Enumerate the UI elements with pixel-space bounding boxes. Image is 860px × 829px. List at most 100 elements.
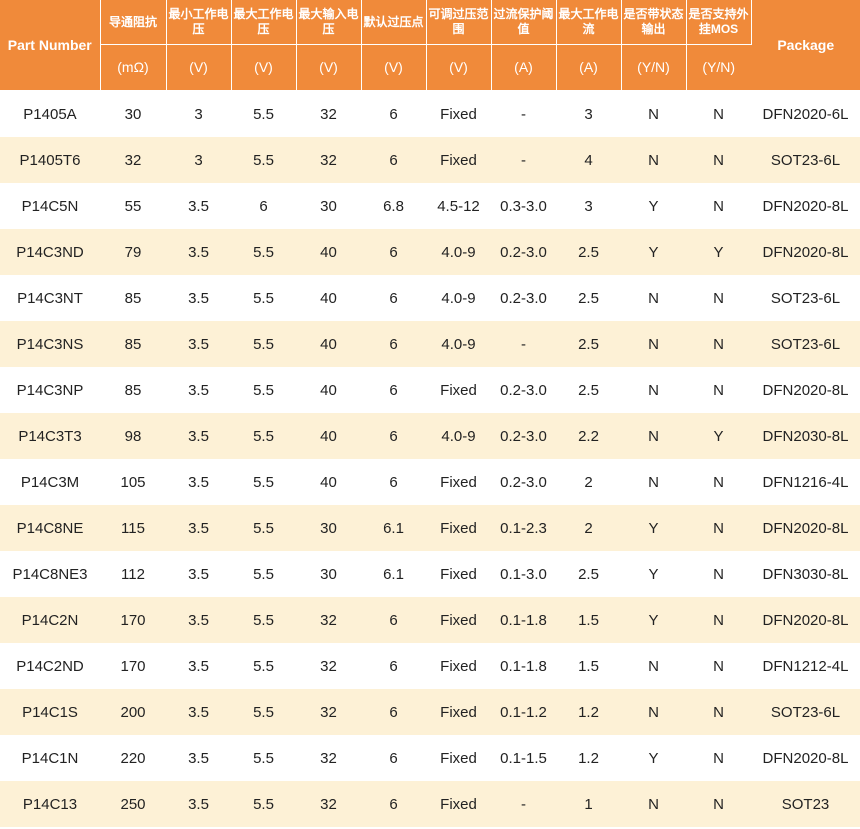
table-cell: 4.5-12 [426, 183, 491, 229]
table-row: P14C8NE3 112 3.5 5.5 30 6.1 Fixed 0.1-3.0 2.5 Y N D… [0, 551, 860, 597]
table-cell: 0.1-3.0 [491, 551, 556, 597]
part-number-cell: P14C3T3 [0, 413, 100, 459]
table-cell: 32 [296, 689, 361, 735]
table-cell: 6.1 [361, 505, 426, 551]
table-cell: N [686, 735, 751, 781]
table-cell: N [686, 321, 751, 367]
table-cell: N [686, 597, 751, 643]
package-cell: DFN1212-4L [751, 643, 860, 689]
table-cell: Fixed [426, 551, 491, 597]
table-cell: N [621, 275, 686, 321]
table-cell: 2 [556, 505, 621, 551]
table-row: P14C3M 105 3.5 5.5 40 6 Fixed 0.2-3.0 2 N N DFN1216… [0, 459, 860, 505]
table-cell: 2.5 [556, 321, 621, 367]
table-cell: 6 [361, 90, 426, 137]
table-cell: 6 [361, 459, 426, 505]
table-cell: 105 [100, 459, 166, 505]
table-cell: 5.5 [231, 643, 296, 689]
table-cell: 1 [556, 781, 621, 827]
table-cell: 200 [100, 689, 166, 735]
part-number-cell: P14C8NE [0, 505, 100, 551]
part-number-cell: P14C2ND [0, 643, 100, 689]
table-cell: 6 [361, 597, 426, 643]
table-cell: 2.5 [556, 229, 621, 275]
table-cell: 6 [361, 413, 426, 459]
header-unit-on-resistance: (mΩ) [100, 44, 167, 91]
table-cell: N [621, 90, 686, 137]
table-cell: 30 [296, 183, 361, 229]
header-on-resistance: 导通阻抗 [100, 0, 167, 45]
table-cell: 250 [100, 781, 166, 827]
table-cell: 0.1-1.8 [491, 597, 556, 643]
table-cell: 6 [361, 137, 426, 183]
table-cell: 4.0-9 [426, 321, 491, 367]
table-row: P14C8NE 115 3.5 5.5 30 6.1 Fixed 0.1-2.3 2 Y N DFN2… [0, 505, 860, 551]
table-cell: N [686, 505, 751, 551]
table-cell: N [621, 643, 686, 689]
table-cell: 2 [556, 459, 621, 505]
table-cell: 3.5 [166, 551, 231, 597]
header-default-ovp: 默认过压点 [361, 0, 427, 45]
table-cell: 98 [100, 413, 166, 459]
table-cell: 5.5 [231, 413, 296, 459]
part-number-cell: P1405T6 [0, 137, 100, 183]
package-cell: DFN1216-4L [751, 459, 860, 505]
table-cell: 5.5 [231, 735, 296, 781]
header-max-operating-voltage: 最大工作电压 [231, 0, 297, 45]
table-row: P1405T6 32 3 5.5 32 6 Fixed -4 N N SOT23-6L [0, 137, 860, 183]
table-cell: 32 [296, 735, 361, 781]
table-cell: Y [686, 413, 751, 459]
header-unit-min-operating-voltage: (V) [166, 44, 232, 91]
part-number-cell: P14C1S [0, 689, 100, 735]
part-number-cell: P14C3NS [0, 321, 100, 367]
header-external-mos: 是否支持外挂MOS [686, 0, 752, 45]
table-cell: 6 [361, 689, 426, 735]
table-cell: N [621, 689, 686, 735]
table-cell: 6 [361, 275, 426, 321]
table-cell: 3.5 [166, 321, 231, 367]
table-cell: 85 [100, 367, 166, 413]
part-number-cell: P1405A [0, 90, 100, 137]
header-min-operating-voltage: 最小工作电压 [166, 0, 232, 45]
table-cell: 5.5 [231, 137, 296, 183]
table-cell: Fixed [426, 643, 491, 689]
header-unit-status-output: (Y/N) [621, 44, 687, 91]
part-number-cell: P14C2N [0, 597, 100, 643]
table-cell: N [686, 367, 751, 413]
header-unit-ocp-threshold: (A) [491, 44, 557, 91]
table-cell: 3.5 [166, 183, 231, 229]
part-number-cell: P14C1N [0, 735, 100, 781]
table-cell: 3.5 [166, 459, 231, 505]
part-number-cell: P14C3NT [0, 275, 100, 321]
table-cell: 5.5 [231, 229, 296, 275]
table-cell: N [686, 689, 751, 735]
table-cell: 4 [556, 137, 621, 183]
table-cell: 55 [100, 183, 166, 229]
table-cell: 30 [296, 505, 361, 551]
table-cell: 3.5 [166, 367, 231, 413]
table-cell: 32 [296, 781, 361, 827]
table-row: P14C2N 170 3.5 5.5 32 6 Fixed 0.1-1.8 1.5 Y N DFN20… [0, 597, 860, 643]
package-cell: DFN2020-8L [751, 183, 860, 229]
table-cell: 6.8 [361, 183, 426, 229]
table-cell: 6 [361, 321, 426, 367]
table-cell: Y [621, 229, 686, 275]
table-cell: 6 [231, 183, 296, 229]
table-cell: Y [621, 597, 686, 643]
table-cell: 0.2-3.0 [491, 275, 556, 321]
header-max-operating-current: 最大工作电流 [556, 0, 622, 45]
table-cell: 1.5 [556, 643, 621, 689]
table-row: P1405A 30 3 5.5 32 6 Fixed -3 N N DFN2020-6L [0, 90, 860, 137]
table-cell: N [686, 90, 751, 137]
header-unit-max-operating-current: (A) [556, 44, 622, 91]
table-cell: 4.0-9 [426, 413, 491, 459]
table-cell: N [686, 183, 751, 229]
table-cell: Fixed [426, 90, 491, 137]
table-cell: 0.1-1.8 [491, 643, 556, 689]
table-cell: 3 [556, 183, 621, 229]
package-cell: SOT23-6L [751, 689, 860, 735]
table-cell: 5.5 [231, 781, 296, 827]
header-unit-adjustable-ovp-range: (V) [426, 44, 492, 91]
table-cell: N [686, 137, 751, 183]
package-cell: DFN2020-8L [751, 597, 860, 643]
